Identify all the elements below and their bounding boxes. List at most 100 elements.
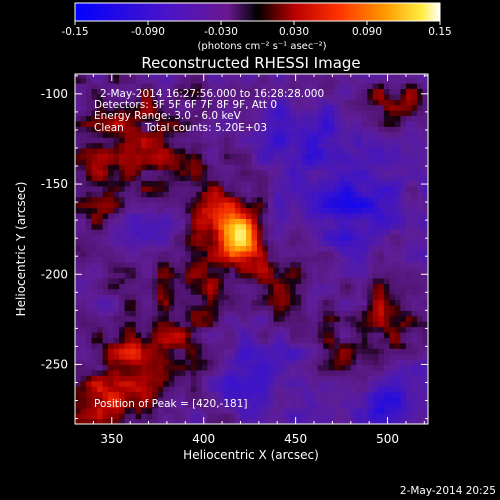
heatmap-cell	[312, 299, 319, 306]
heatmap-cell	[306, 283, 313, 290]
heatmap-cell	[411, 207, 418, 214]
heatmap-cell	[339, 74, 346, 79]
heatmap-cell	[378, 88, 385, 95]
heatmap-cell	[130, 359, 137, 366]
heatmap-cell	[119, 337, 126, 344]
heatmap-cell	[119, 158, 126, 165]
heatmap-cell	[223, 223, 231, 230]
heatmap-cell	[356, 337, 363, 344]
heatmap-cell	[279, 120, 286, 127]
heatmap-cell	[146, 120, 153, 127]
heatmap-cell	[201, 77, 208, 84]
heatmap-cell	[356, 272, 363, 279]
heatmap-cell	[97, 299, 104, 306]
heatmap-cell	[80, 364, 87, 371]
heatmap-cell	[218, 142, 225, 149]
heatmap-cell	[201, 196, 208, 203]
heatmap-cell	[196, 207, 203, 214]
heatmap-cell	[257, 207, 264, 214]
heatmap-cell	[201, 99, 208, 106]
heatmap-cell	[212, 185, 220, 192]
heatmap-cell	[234, 202, 242, 209]
heatmap-cell	[108, 212, 115, 219]
heatmap-cell	[168, 299, 175, 306]
heatmap-cell	[284, 153, 291, 160]
heatmap-cell	[141, 326, 148, 333]
heatmap-cell	[207, 250, 214, 257]
heatmap-cell	[290, 223, 297, 230]
heatmap-cell	[201, 418, 208, 424]
heatmap-cell	[190, 169, 197, 176]
heatmap-cell	[284, 88, 291, 95]
heatmap-cell	[301, 402, 308, 409]
heatmap-cell	[389, 196, 396, 203]
heatmap-cell	[405, 191, 413, 198]
heatmap-cell	[328, 321, 335, 328]
heatmap-cell	[273, 88, 280, 95]
heatmap-cell	[378, 304, 385, 311]
heatmap-cell	[378, 294, 385, 301]
heatmap-cell	[124, 142, 131, 149]
heatmap-cell	[245, 272, 253, 279]
heatmap-cell	[345, 131, 352, 138]
heatmap-cell	[389, 359, 396, 366]
heatmap-cell	[86, 380, 93, 387]
heatmap-cell	[394, 261, 402, 268]
heatmap-cell	[163, 359, 170, 366]
heatmap-cell	[91, 321, 98, 328]
heatmap-cell	[113, 342, 120, 349]
heatmap-cell	[345, 175, 352, 182]
heatmap-cell	[356, 342, 363, 349]
heatmap-cell	[135, 391, 142, 398]
heatmap-cell	[345, 353, 352, 360]
heatmap-cell	[229, 396, 236, 403]
heatmap-cell	[75, 83, 82, 90]
heatmap-cell	[345, 294, 352, 301]
heatmap-cell	[301, 88, 308, 95]
heatmap-cell	[97, 212, 104, 219]
heatmap-cell	[135, 331, 142, 338]
heatmap-cell	[201, 272, 208, 279]
heatmap-cell	[240, 380, 247, 387]
heatmap-cell	[383, 369, 390, 376]
heatmap-cell	[306, 277, 313, 284]
heatmap-cell	[284, 77, 291, 84]
heatmap-cell	[124, 185, 131, 192]
heatmap-cell	[207, 212, 214, 219]
heatmap-cell	[251, 126, 258, 133]
heatmap-cell	[75, 353, 82, 360]
heatmap-cell	[179, 110, 186, 117]
heatmap-cell	[190, 229, 197, 236]
heatmap-cell	[240, 126, 247, 133]
heatmap-cell	[416, 277, 424, 284]
heatmap-cell	[75, 131, 82, 138]
heatmap-cell	[416, 185, 424, 192]
heatmap-cell	[416, 88, 424, 95]
heatmap-cell	[146, 353, 153, 360]
heatmap-cell	[317, 158, 324, 165]
heatmap-cell	[190, 147, 197, 154]
heatmap-cell	[75, 359, 82, 366]
heatmap-cell	[97, 223, 104, 230]
heatmap-cell	[179, 245, 186, 252]
heatmap-cell	[405, 234, 413, 241]
heatmap-cell	[119, 185, 126, 192]
heatmap-cell	[411, 380, 418, 387]
heatmap-cell	[207, 191, 214, 198]
heatmap-cell	[108, 283, 115, 290]
heatmap-cell	[262, 180, 269, 187]
heatmap-cell	[268, 175, 275, 182]
heatmap-cell	[389, 299, 396, 306]
heatmap-cell	[168, 326, 175, 333]
heatmap-cell	[146, 137, 153, 144]
heatmap-cell	[268, 169, 275, 176]
heatmap-cell	[383, 104, 390, 111]
heatmap-cell	[345, 418, 352, 424]
heatmap-cell	[196, 191, 203, 198]
heatmap-cell	[97, 164, 104, 171]
heatmap-cell	[113, 223, 120, 230]
heatmap-cell	[422, 158, 428, 165]
heatmap-cell	[400, 288, 407, 295]
heatmap-cell	[212, 164, 220, 171]
heatmap-cell	[312, 288, 319, 295]
